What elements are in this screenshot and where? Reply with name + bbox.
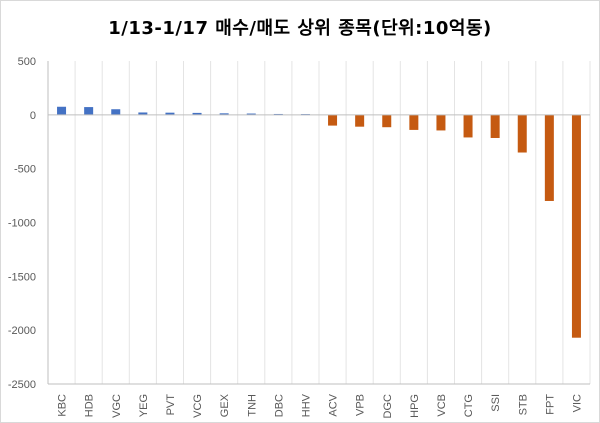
bar-gex xyxy=(219,113,229,115)
x-tick-label: VIC xyxy=(571,394,583,412)
x-tick-label: HDB xyxy=(84,394,96,417)
x-tick-label: VGC xyxy=(111,394,123,418)
x-tick-label: HPG xyxy=(409,394,421,418)
bar-vic xyxy=(571,114,581,338)
bar-vcb xyxy=(436,114,446,131)
bar-fpt xyxy=(544,114,554,201)
bar-vcg xyxy=(192,112,202,115)
x-tick-label: YEG xyxy=(138,394,150,417)
bar-hpg xyxy=(409,114,419,130)
bar-tnh xyxy=(246,113,256,115)
bar-yeg xyxy=(138,112,148,115)
y-tick-label: -2500 xyxy=(8,379,36,391)
x-tick-label: PVT xyxy=(165,394,177,416)
x-tick-label: DGC xyxy=(382,394,394,419)
x-tick-label: CTG xyxy=(463,394,475,417)
x-tick-label: DBC xyxy=(273,394,285,417)
x-tick-label: VPB xyxy=(355,394,367,416)
x-tick-label: GEX xyxy=(219,393,231,417)
x-tick-label: ACV xyxy=(328,393,340,416)
bar-stb xyxy=(517,114,527,153)
y-tick-label: -1000 xyxy=(8,218,36,230)
y-tick-label: -1500 xyxy=(8,271,36,283)
bar-vpb xyxy=(355,114,365,127)
bar-ssi xyxy=(490,114,500,138)
bar-pvt xyxy=(165,112,175,115)
x-tick-label: TNH xyxy=(246,394,258,417)
x-tick-label: KBC xyxy=(57,394,69,417)
y-tick-label: -500 xyxy=(14,164,36,176)
x-tick-label: FPT xyxy=(544,394,556,415)
bar-kbc xyxy=(57,106,67,115)
bar-ctg xyxy=(463,114,473,138)
bar-hdb xyxy=(84,107,94,115)
chart-title: 1/13-1/17 매수/매도 상위 종목(단위:10억동) xyxy=(108,18,492,39)
bar-vgc xyxy=(111,109,121,115)
x-tick-label: HHV xyxy=(300,393,312,417)
bar-acv xyxy=(328,114,338,126)
x-tick-label: VCG xyxy=(192,394,204,418)
bar-dgc xyxy=(382,114,392,128)
y-tick-label: -2000 xyxy=(8,325,36,337)
x-tick-label: VCB xyxy=(436,394,448,417)
y-tick-label: 0 xyxy=(30,110,36,122)
x-tick-label: SSI xyxy=(490,394,502,412)
x-tick-label: STB xyxy=(517,394,529,415)
y-tick-label: 500 xyxy=(18,56,36,68)
